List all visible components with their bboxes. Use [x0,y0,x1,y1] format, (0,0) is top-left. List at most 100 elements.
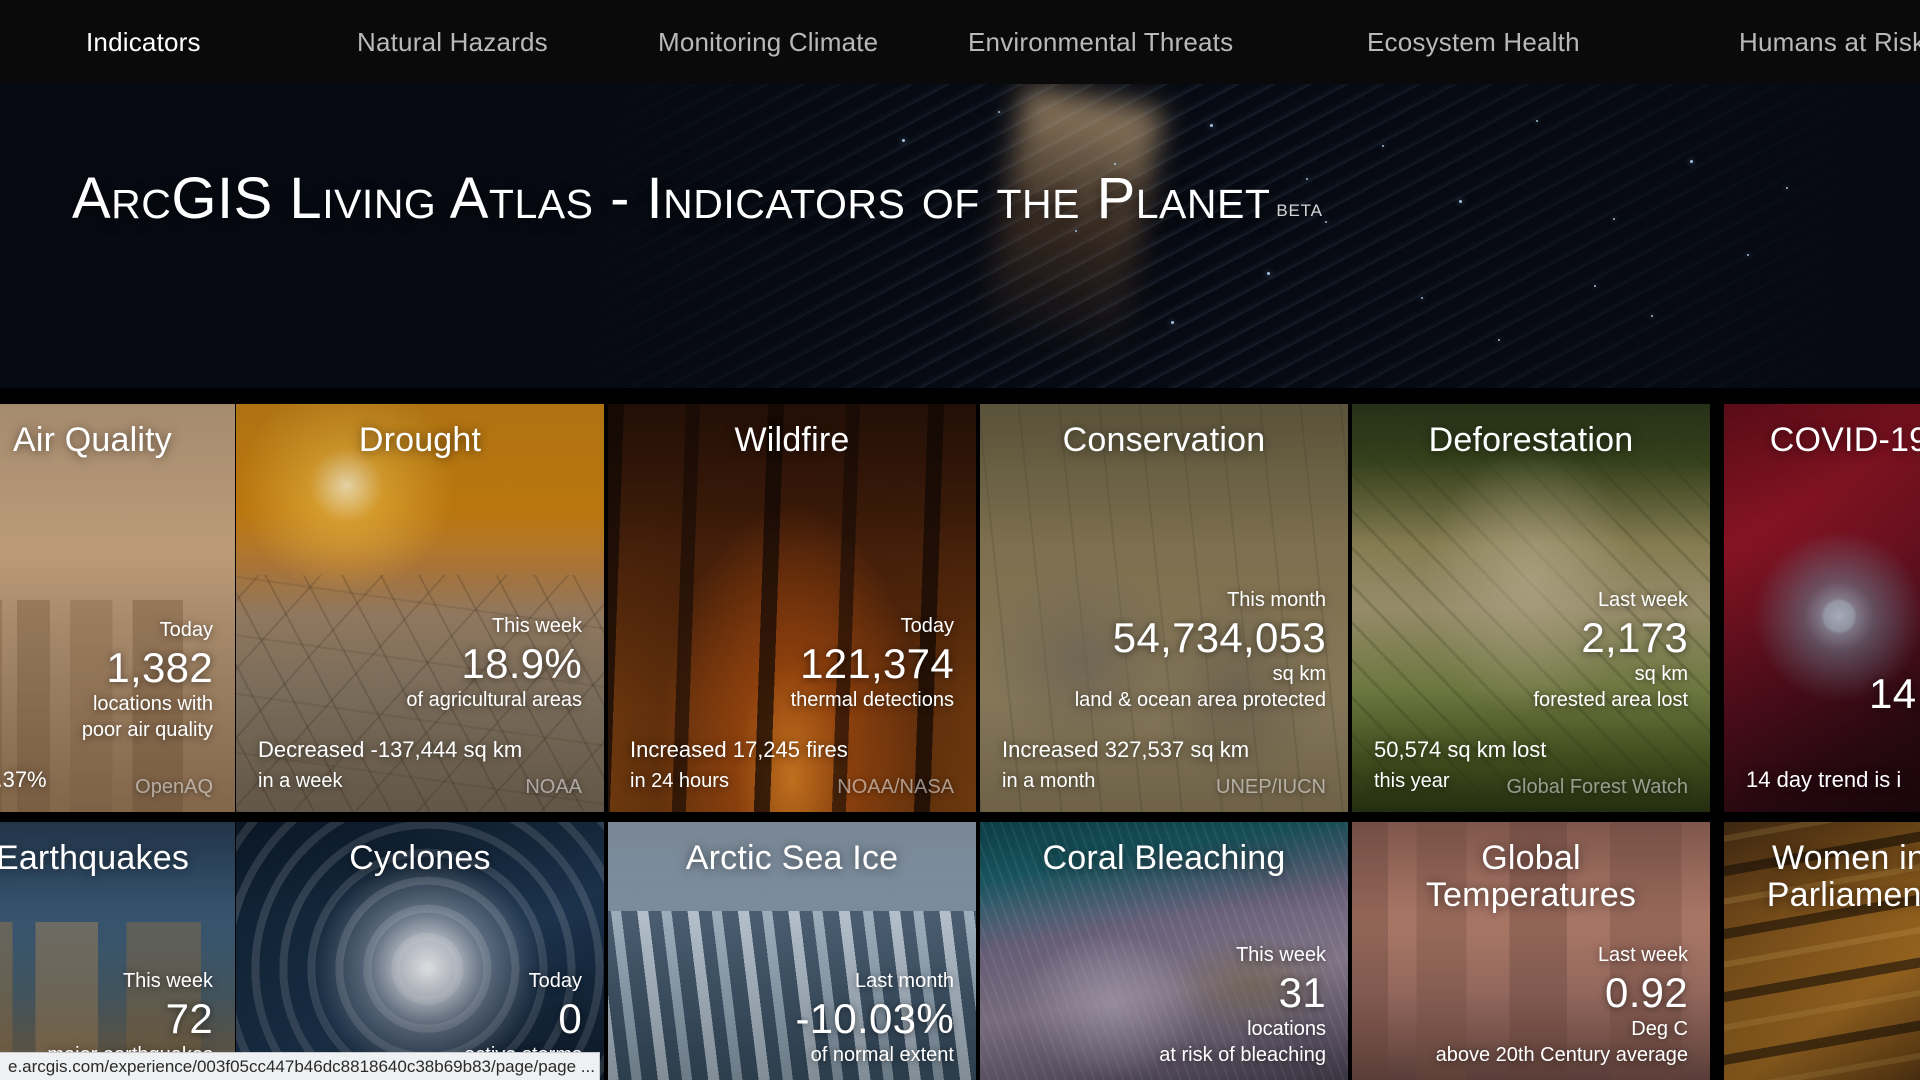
card-value-coral-bleaching: 31 [1278,968,1326,1016]
card-trend-deforestation: 50,574 sq km lost this year [1374,733,1688,796]
card-background-image-conservation [980,404,1348,812]
card-trend-conservation: Increased 327,537 sq km in a month [1002,733,1326,796]
card-background-image-global-temperatures [1352,822,1710,1080]
card-statistic-coral-bleaching: This week 31 locations at risk of bleaching [1002,942,1326,1068]
indicator-card-coral-bleaching[interactable]: Coral Bleaching This week 31 locations at ri… [980,822,1348,1080]
card-unit-coral-bleaching: locations [1247,1018,1326,1040]
card-scrim-global-temperatures [1352,822,1710,1080]
nav-item-humans-at-risk[interactable]: Humans at Risk [1739,26,1920,57]
card-trend-covid-19: 14 day trend is i [1746,763,1920,796]
indicator-card-drought[interactable]: Drought This week 18.9% of agricultural are… [236,404,604,812]
indicator-card-air-quality[interactable]: Air Quality Today 1,382 locations with poor … [0,404,235,812]
card-trend-sub-deforestation: this year [1374,770,1450,792]
card-value-cyclones: 0 [558,994,582,1042]
card-trend-air-quality: 21.37% [0,763,213,796]
card-content-global-temperatures: Global Temperatures Last week 0.92 Deg C abo… [1352,822,1710,1080]
card-value-global-temperatures: 0.92 [1605,968,1688,1016]
nav-item-environmental-threats[interactable]: Environmental Threats [968,26,1234,57]
card-background-image-drought [236,404,604,812]
card-statistic-drought: This week 18.9% of agricultural areas [258,613,582,713]
card-trend-main-covid-19: 14 day trend is i [1746,767,1902,792]
nav-item-indicators[interactable]: Indicators [86,26,201,57]
indicator-card-grid: Air Quality Today 1,382 locations with poor … [0,404,1920,1080]
card-background-image-arctic-sea-ice [608,822,976,1080]
indicator-card-wildfire[interactable]: Wildfire Today 121,374 thermal detections In… [608,404,976,812]
card-trend-sub-wildfire: in 24 hours [630,770,729,792]
nav-item-monitoring-climate[interactable]: Monitoring Climate [658,26,879,57]
hero-background-image [0,84,1920,388]
status-bar-url: e.arcgis.com/experience/003f05cc447b46dc… [8,1056,595,1076]
card-statistic-conservation: This month 54,734,053 sq km land & ocean ar… [1002,587,1326,713]
card-period-drought: This week [491,614,582,637]
card-title-global-temperatures: Global Temperatures [1425,839,1637,915]
card-scrim-arctic-sea-ice [608,822,976,1080]
card-trend-drought: Decreased -137,444 sq km in a week [258,733,582,796]
card-scrim-coral-bleaching [980,822,1348,1080]
card-period-air-quality: Today [159,618,213,641]
indicator-card-cyclones[interactable]: CyclonesToday0active storms [236,822,604,1080]
card-scrim-earthquakes [0,822,235,1080]
nav-item-ecosystem-health[interactable]: Ecosystem Health [1367,26,1580,57]
card-content-women-in-parliament: Women in Parliament [1724,822,1920,1080]
card-trend-main-deforestation: 50,574 sq km lost [1374,737,1547,762]
card-content-conservation: Conservation This month 54,734,053 sq km lan… [980,404,1348,812]
card-period-deforestation: Last week [1597,588,1688,611]
card-source-air-quality: OpenAQ [135,776,213,798]
card-statistic-deforestation: Last week 2,173 sq km forested area lost [1374,587,1688,713]
card-value-earthquakes: 72 [165,994,213,1042]
card-source-deforestation: Global Forest Watch [1506,776,1688,798]
hero-streak-overlay [0,84,1920,388]
card-trend-main-conservation: Increased 327,537 sq km [1002,737,1250,762]
card-background-image-air-quality [0,404,235,812]
card-content-cyclones: CyclonesToday0active storms [236,822,604,1080]
card-source-wildfire: NOAA/NASA [837,776,954,798]
card-unit-drought: of agricultural areas [406,689,582,711]
card-value-wildfire: 121,374 [800,639,954,687]
card-scrim-cyclones [236,822,604,1080]
card-unit-covid-19: c [1746,717,1920,743]
card-statistic-arctic-sea-ice: Last month -10.03% of normal extent [630,968,954,1068]
card-statistic-covid-19: 14,5c [1746,670,1920,743]
card-title-drought: Drought [358,421,482,459]
hero-banner: ArcGIS Living Atlas - Indicators of the … [0,84,1920,388]
card-period-conservation: This month [1227,588,1326,611]
card-background-image-wildfire [608,404,976,812]
card-background-image-women-in-parliament [1724,822,1920,1080]
card-period-global-temperatures: Last week [1597,943,1688,966]
card-description-air-quality: poor air quality [81,719,213,741]
card-background-image-deforestation [1352,404,1710,812]
card-title-wildfire: Wildfire [734,421,850,459]
card-title-cyclones: Cyclones [349,839,491,877]
card-title-conservation: Conservation [1062,421,1266,459]
indicator-card-conservation[interactable]: Conservation This month 54,734,053 sq km lan… [980,404,1348,812]
card-content-air-quality: Air Quality Today 1,382 locations with poor … [0,404,235,812]
card-title-deforestation: Deforestation [1428,421,1634,459]
card-title-earthquakes: Earthquakes [0,839,190,877]
card-content-drought: Drought This week 18.9% of agricultural are… [236,404,604,812]
card-source-drought: NOAA [525,776,582,798]
indicator-card-deforestation[interactable]: Deforestation Last week 2,173 sq km forested… [1352,404,1710,812]
card-trend-main-air-quality: 21.37% [0,767,47,792]
indicator-card-women-in-parliament[interactable]: Women in Parliament [1724,822,1920,1080]
card-title-coral-bleaching: Coral Bleaching [1042,839,1286,877]
hero-star-dots [0,84,1920,388]
card-trend-main-drought: Decreased -137,444 sq km [258,737,523,762]
card-statistic-global-temperatures: Last week 0.92 Deg C above 20th Century ave… [1374,942,1688,1068]
indicator-card-arctic-sea-ice[interactable]: Arctic Sea Ice Last month -10.03% of normal… [608,822,976,1080]
card-value-air-quality: 1,382 [106,643,213,691]
card-value-deforestation: 2,173 [1581,613,1688,661]
indicator-card-covid-19[interactable]: COVID-19 14,5c 14 day trend is i [1724,404,1920,812]
card-scrim-deforestation [1352,404,1710,812]
page-title: ArcGIS Living Atlas - Indicators of the … [72,166,1271,231]
card-period-coral-bleaching: This week [1235,943,1326,966]
card-period-earthquakes: This week [122,969,213,992]
nav-item-natural-hazards[interactable]: Natural Hazards [357,26,548,57]
card-period-arctic-sea-ice: Last month [855,969,954,992]
indicator-card-global-temperatures[interactable]: Global Temperatures Last week 0.92 Deg C abo… [1352,822,1710,1080]
card-content-coral-bleaching: Coral Bleaching This week 31 locations at ri… [980,822,1348,1080]
card-background-image-covid-19 [1724,404,1920,812]
card-background-image-coral-bleaching [980,822,1348,1080]
card-unit-conservation: sq km [1272,663,1326,685]
